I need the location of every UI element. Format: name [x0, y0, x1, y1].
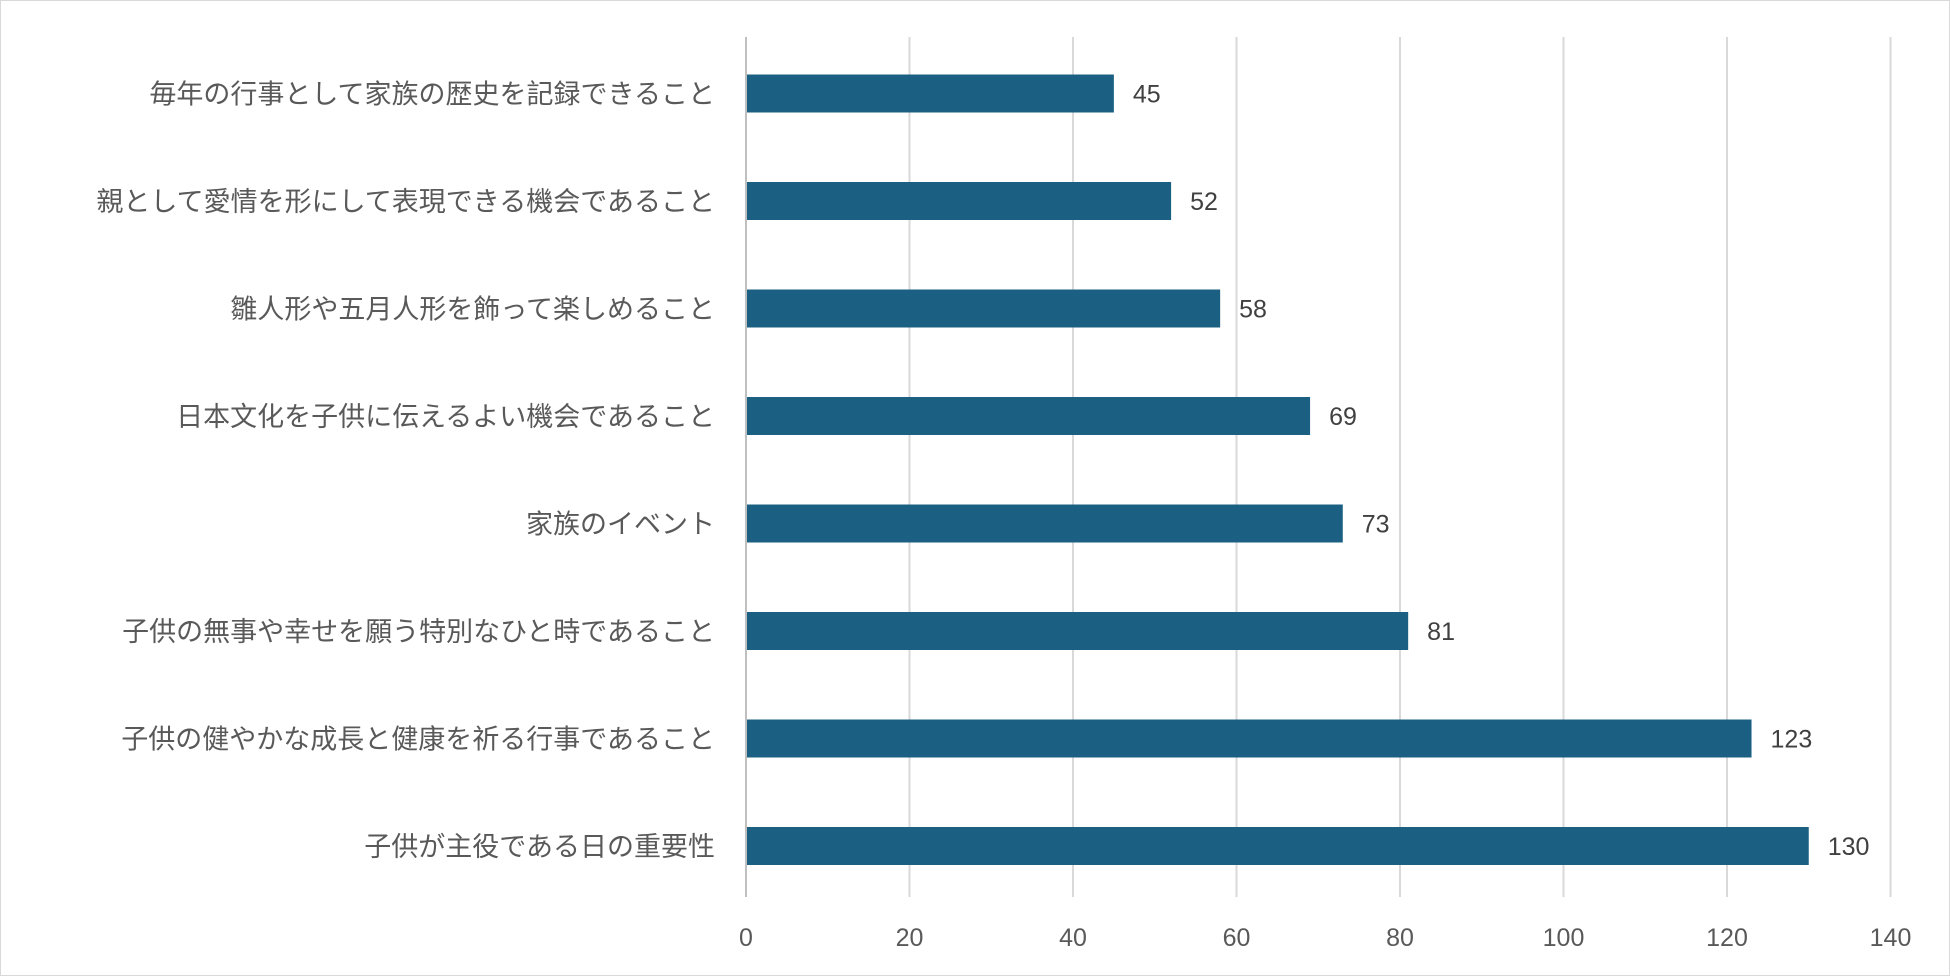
category-labels: 子供が主役である日の重要性 子供の健やかな成長と健康を祈る行事であること子供の無事… — [96, 80, 715, 864]
x-tick-label-40: 40 — [1059, 924, 1087, 952]
x-tick-label-80: 80 — [1386, 924, 1414, 952]
x-axis-tick-labels: 0 20 40 60 80 100 120 140 — [739, 924, 1911, 952]
x-tick-label-20: 20 — [896, 924, 924, 952]
data-labels: 130 123 81 73 69 58 52 45 — [1133, 81, 1870, 862]
data-label-6: 52 — [1190, 188, 1218, 216]
bar-4 — [746, 397, 1311, 435]
grid-lines — [908, 37, 1892, 897]
category-label-7: 毎年の行事として家族の歴史を記録できること — [149, 80, 715, 111]
category-label-6: 親として愛情を形にして表現できる機会であること — [96, 187, 715, 218]
category-label-5: 雛人形や五月人形を飾って楽しめること — [230, 295, 715, 326]
x-tick-label-120: 120 — [1706, 924, 1748, 952]
category-label-0: 子供が主役である日の重要性 — [364, 832, 715, 863]
bar-5 — [746, 289, 1221, 328]
category-label-3: 家族のイベント — [526, 510, 715, 541]
data-label-1: 123 — [1771, 726, 1813, 754]
bar-7 — [746, 74, 1114, 113]
x-tick-label-0: 0 — [739, 924, 753, 952]
x-tick-label-140: 140 — [1870, 924, 1912, 952]
bar-2 — [746, 612, 1409, 650]
bar-1 — [746, 719, 1752, 758]
bars — [746, 74, 1809, 865]
bar-6 — [746, 182, 1172, 220]
data-label-5: 58 — [1239, 296, 1267, 324]
data-label-3: 73 — [1362, 511, 1390, 539]
bar-3 — [746, 504, 1343, 543]
category-label-1: 子供の健やかな成長と健康を祈る行事であること — [121, 725, 715, 756]
data-label-2: 81 — [1427, 618, 1455, 646]
data-label-7: 45 — [1133, 81, 1161, 109]
data-label-4: 69 — [1329, 403, 1357, 431]
data-label-0: 130 — [1828, 833, 1870, 861]
x-tick-label-100: 100 — [1543, 924, 1585, 952]
x-tick-label-60: 60 — [1223, 924, 1251, 952]
category-label-2: 子供の無事や幸せを願う特別なひと時であること — [122, 617, 715, 648]
category-label-4: 日本文化を子供に伝えるよい機会であること — [176, 402, 715, 433]
bar-0 — [746, 827, 1809, 865]
